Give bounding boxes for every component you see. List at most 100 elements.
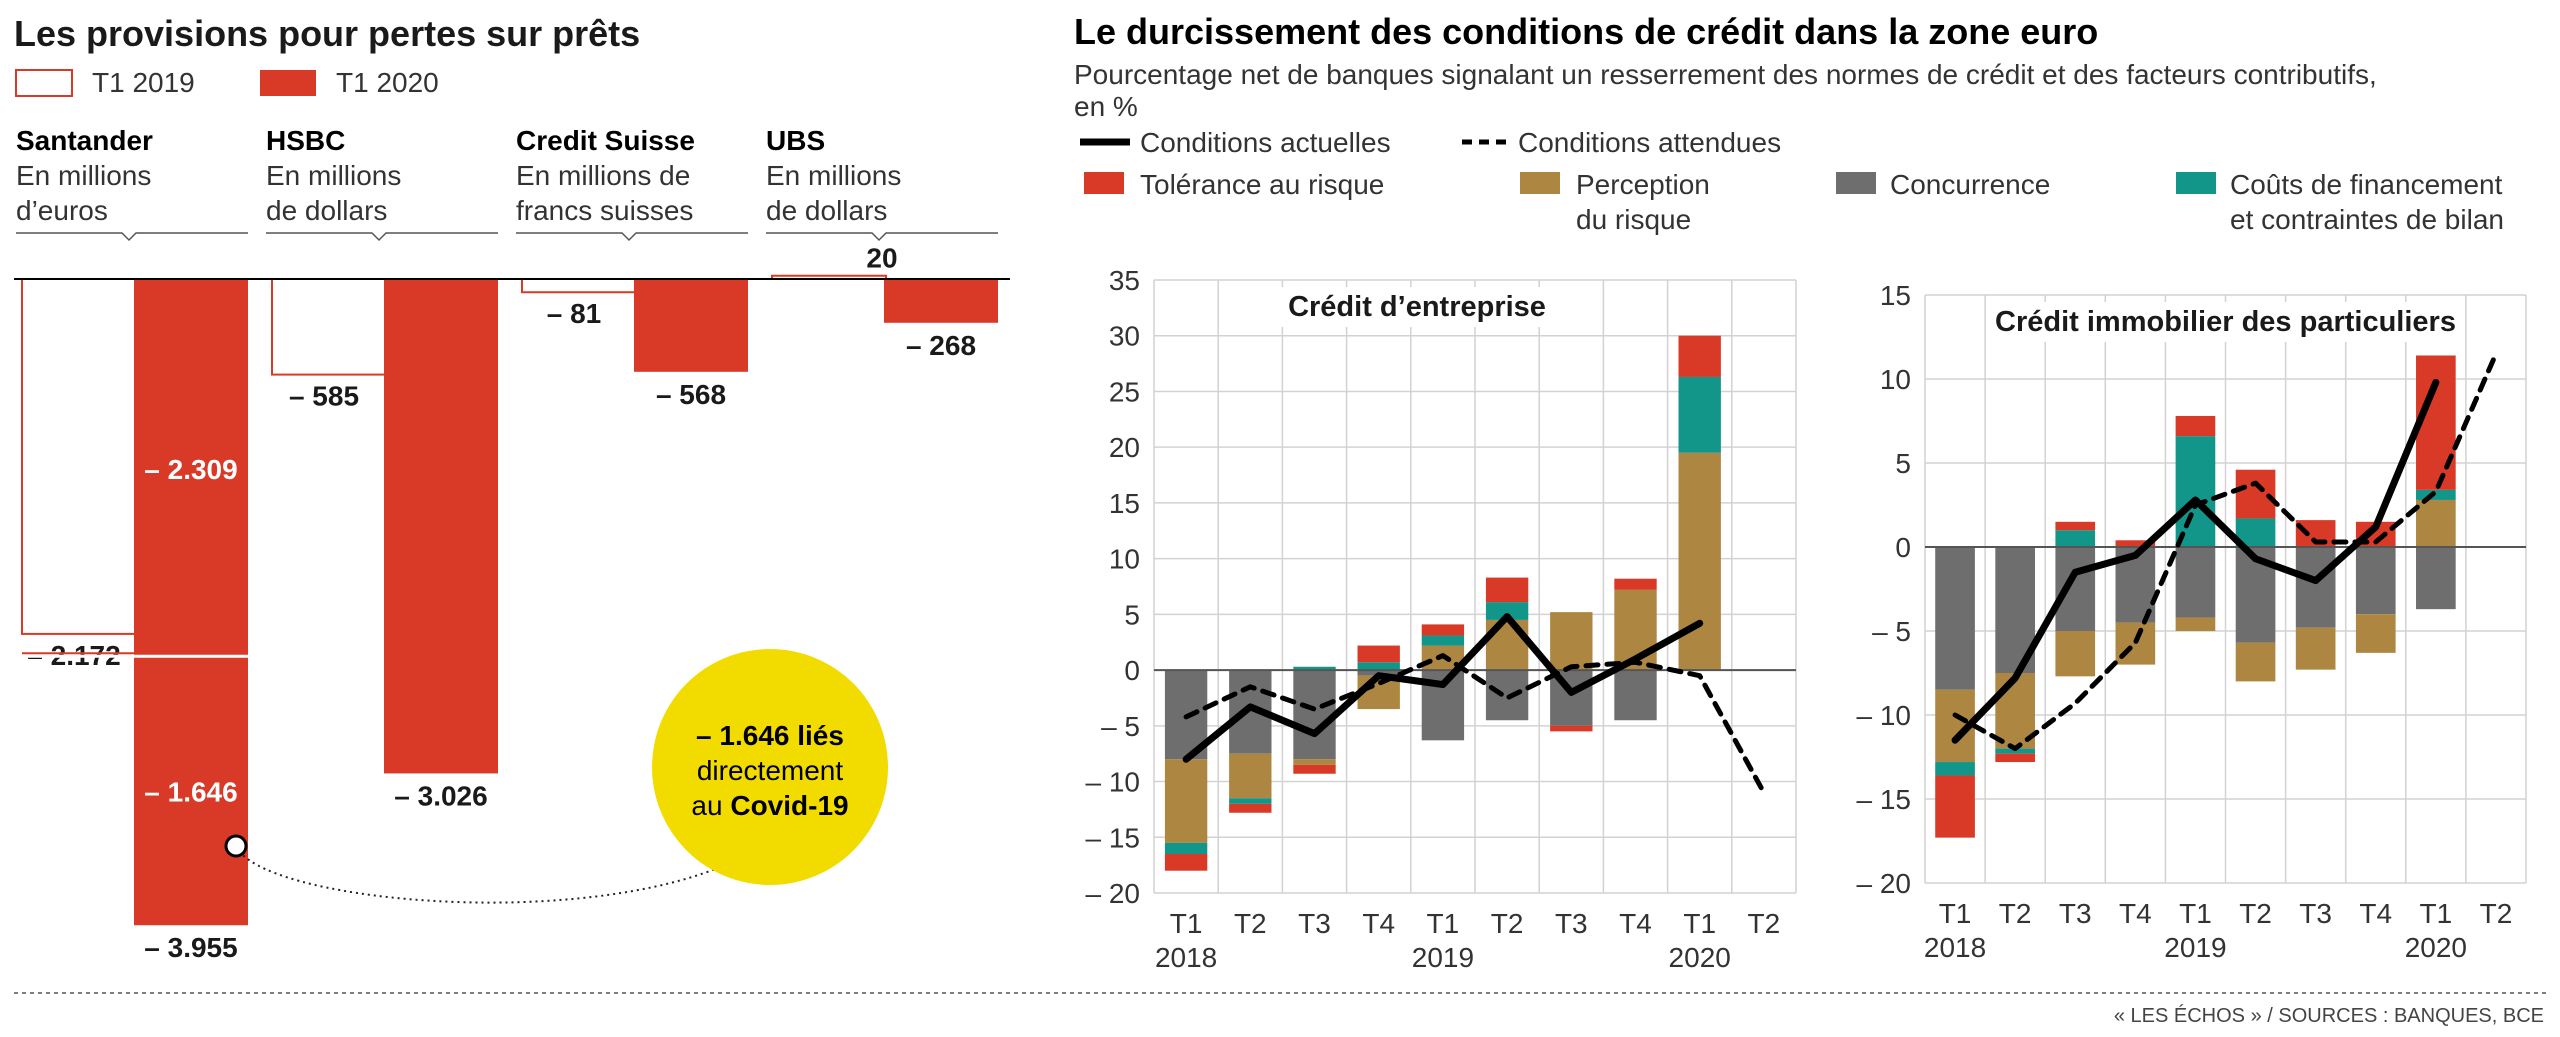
y-tick-label: 15	[1880, 280, 1911, 311]
x-tick-label: T1	[2179, 898, 2212, 929]
bar-perception	[1293, 759, 1336, 765]
bar-coûts	[1935, 762, 1975, 776]
chart-title: Crédit immobilier des particuliers	[1995, 306, 2456, 338]
x-year-label: 2019	[1412, 942, 1474, 973]
bar-concurrence	[1935, 547, 1975, 690]
bar-tolérance	[1550, 725, 1593, 732]
bar-tolérance	[1357, 645, 1400, 663]
bar-tolérance	[2175, 415, 2216, 437]
y-tick-label: 0	[1895, 532, 1911, 563]
chart-title: Crédit d’entreprise	[1288, 291, 1546, 323]
bar-2020-ubs	[884, 279, 998, 323]
bar-coûts	[1164, 842, 1208, 854]
x-tick-label: T4	[2359, 898, 2392, 929]
callout-line2: directement	[697, 755, 844, 786]
x-tick-label: T2	[2480, 898, 2513, 929]
bar-concurrence	[2416, 547, 2456, 610]
legend-label-2020: T1 2020	[336, 67, 439, 98]
bar-tolérance	[1293, 764, 1336, 774]
value-label-2019: 20	[866, 243, 897, 274]
x-tick-label: T3	[1298, 908, 1331, 939]
covid-callout: – 1.646 liés directement au Covid-19	[224, 649, 888, 904]
bar-coûts	[2175, 436, 2216, 547]
bar-perception	[1229, 753, 1272, 799]
x-tick-label: T1	[1683, 908, 1716, 939]
value-label-2020: – 3.955	[144, 932, 237, 963]
source-note: « LES ÉCHOS » / SOURCES : BANQUES, BCE	[2114, 1004, 2544, 1027]
x-year-label: 2018	[1155, 942, 1217, 973]
bar-coûts	[1485, 602, 1529, 620]
bank-name: Credit Suisse	[516, 125, 695, 156]
y-tick-label: 10	[1880, 364, 1911, 395]
y-tick-label: 5	[1895, 448, 1911, 479]
bar-coûts	[1421, 635, 1465, 646]
x-tick-label: T4	[1619, 908, 1652, 939]
x-tick-label: T2	[1491, 908, 1524, 939]
value-label-2020: – 268	[906, 330, 976, 361]
value-label-2019: – 81	[547, 298, 602, 329]
bank-header-hsbc: HSBC En millions de dollars	[266, 125, 401, 226]
y-tick-label: 15	[1109, 488, 1140, 519]
x-tick-label: T1	[2420, 898, 2453, 929]
y-tick-label: 30	[1109, 321, 1140, 352]
bar-perception	[1164, 759, 1208, 843]
bank-unit-line1: En millions	[16, 160, 151, 191]
y-tick-label: 25	[1109, 376, 1140, 407]
legend-swatch-risk-perception	[1520, 172, 1560, 194]
bar-coûts	[1995, 748, 2035, 754]
bar-perception	[2416, 499, 2456, 547]
x-year-label: 2020	[2405, 932, 2467, 963]
legend-swatch-competition	[1836, 172, 1876, 194]
x-tick-label: T1	[1170, 908, 1203, 939]
bank-unit-line2: francs suisses	[516, 195, 693, 226]
bracket-credit-suisse	[516, 232, 748, 242]
y-tick-label: – 10	[1086, 767, 1141, 798]
housing-credit-chart: 15 10 5 0 – 5 – 10 – 15 – 20 Crédit immobilier d…	[1857, 280, 2527, 963]
value-label-santander-part1: – 2.309	[144, 454, 237, 485]
line-conditions-attendues	[1952, 351, 2499, 752]
bank-unit-line2: d’euros	[16, 195, 108, 226]
bar-tolérance	[1229, 803, 1272, 813]
right-subtitle-line1: Pourcentage net de banques signalant un …	[1074, 59, 2377, 90]
x-tick-label: T3	[1555, 908, 1588, 939]
y-tick-label: 10	[1109, 544, 1140, 575]
bank-name: Santander	[16, 125, 153, 156]
x-tick-label: T4	[2119, 898, 2152, 929]
legend-label-2019: T1 2019	[92, 67, 195, 98]
bar-perception	[2055, 631, 2096, 677]
bar-coûts	[1229, 798, 1272, 804]
y-tick-label: – 10	[1857, 700, 1912, 731]
callout-leader-line	[235, 845, 719, 904]
bar-perception	[2355, 614, 2396, 653]
legend-swatch-2020	[260, 70, 316, 96]
x-year-label: 2018	[1924, 932, 1986, 963]
bar-coûts	[2055, 530, 2096, 547]
bar-perception	[1678, 452, 1721, 671]
line-conditions-actuelles	[1951, 378, 2440, 744]
bank-unit-line1: En millions de	[516, 160, 690, 191]
legend-swatch-2019	[15, 69, 73, 97]
bank-header-credit-suisse: Credit Suisse En millions de francs suis…	[516, 125, 695, 226]
bar-tolérance	[1614, 578, 1657, 590]
corporate-credit-chart: 35 30 25 20 15 10 5 0 – 5 – 10 – 15 – 20 Crédit d’en…	[1086, 265, 1797, 973]
bank-name: UBS	[766, 125, 825, 156]
bar-concurrence	[2175, 547, 2216, 618]
x-tick-label: T1	[1427, 908, 1460, 939]
bar-tolérance	[1485, 577, 1529, 603]
y-tick-label: – 20	[1857, 868, 1912, 899]
value-label-santander-part2: – 1.646	[144, 776, 237, 807]
bar-concurrence	[2295, 547, 2336, 628]
bar-coûts	[1293, 666, 1336, 671]
bar-2019-santander	[21, 278, 137, 635]
bank-name: HSBC	[266, 125, 345, 156]
x-year-label: 2019	[2164, 932, 2226, 963]
legend-label-actual: Conditions actuelles	[1140, 127, 1391, 158]
bar-2020-hsbc	[384, 279, 498, 774]
bracket-santander	[16, 232, 248, 242]
bar-coûts	[1357, 662, 1400, 671]
bar-perception	[1550, 612, 1593, 671]
x-tick-label: T3	[2299, 898, 2332, 929]
legend-label-competition: Concurrence	[1890, 169, 2050, 200]
bar-tolérance	[1995, 753, 2035, 763]
header-brackets	[16, 232, 998, 242]
